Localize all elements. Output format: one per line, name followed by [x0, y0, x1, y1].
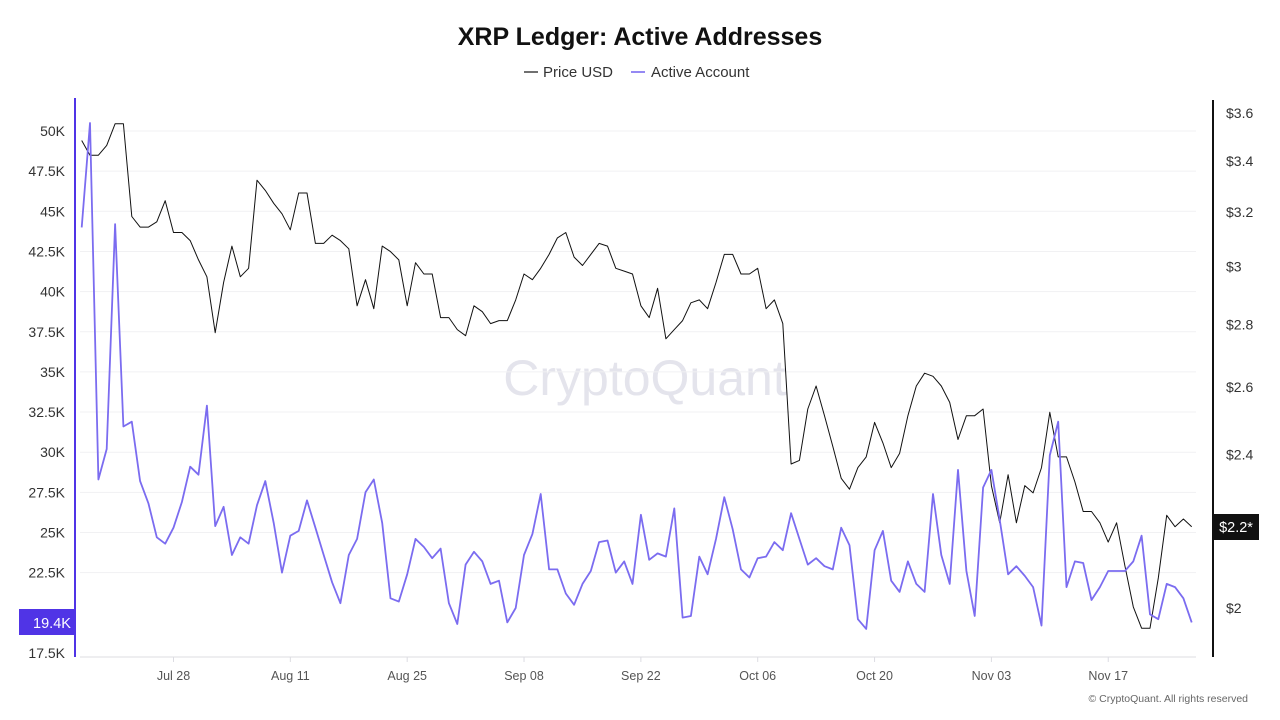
left-current-label: 19.4K: [19, 609, 75, 635]
left-tick-label: 30K: [40, 444, 66, 460]
legend: Price USD Active Account: [524, 64, 750, 81]
right-current-label-text: $2.2*: [1219, 520, 1253, 536]
left-axis: 50K 47.5K 45K 42.5K 40K 37.5K 35K 32.5K 30K 27.5K…: [28, 98, 76, 661]
right-tick-label: $3.6: [1226, 105, 1253, 121]
right-tick-label: $2.6: [1226, 379, 1253, 395]
left-tick-label: 45K: [40, 203, 66, 219]
x-tick-label: Nov 17: [1088, 669, 1128, 683]
right-tick-label: $3.4: [1226, 153, 1253, 169]
right-current-label-box: [1214, 514, 1259, 540]
legend-item-price[interactable]: Price USD: [524, 64, 613, 81]
right-tick-label: $3: [1226, 259, 1242, 275]
chart-title: XRP Ledger: Active Addresses: [458, 23, 823, 51]
right-tick-label: $2: [1226, 600, 1242, 616]
series-active-account: [80, 122, 1193, 630]
left-tick-label: 17.5K: [28, 645, 65, 661]
x-tick-label: Aug 11: [271, 669, 310, 683]
copyright-footer: © CryptoQuant. All rights reserved: [1089, 693, 1249, 705]
left-tick-label: 25K: [40, 525, 66, 541]
left-tick-label: 47.5K: [28, 163, 65, 179]
left-current-label-box: [19, 609, 75, 635]
left-tick-label: 22.5K: [28, 565, 65, 581]
left-tick-label: 32.5K: [28, 404, 65, 420]
left-tick-label: 35K: [40, 364, 66, 380]
left-tick-label: 50K: [40, 123, 66, 139]
right-axis: $3.6 $3.4 $3.2 $3 $2.8 $2.6 $2.4 $2: [1212, 100, 1253, 657]
x-tick-label: Aug 25: [387, 669, 427, 683]
left-current-label-text: 19.4K: [33, 616, 71, 632]
legend-item-active[interactable]: Active Account: [631, 64, 750, 81]
x-tick-label: Jul 28: [157, 669, 190, 683]
legend-label-active: Active Account: [651, 64, 750, 81]
left-tick-label: 27.5K: [28, 484, 65, 500]
right-tick-label: $2.4: [1226, 446, 1253, 462]
legend-label-price: Price USD: [543, 64, 613, 81]
left-tick-label: 37.5K: [28, 324, 65, 340]
series-line: [80, 122, 1193, 630]
series-line: [81, 123, 1193, 629]
right-current-label: $2.2*: [1214, 514, 1259, 540]
x-tick-label: Nov 03: [972, 669, 1012, 683]
left-tick-label: 42.5K: [28, 243, 65, 259]
x-tick-label: Oct 20: [856, 669, 893, 683]
x-axis: Jul 28 Aug 11 Aug 25 Sep 08 Sep 22 Oct 06 Oct …: [80, 656, 1196, 683]
series-price-usd: [81, 123, 1193, 629]
x-tick-label: Oct 06: [739, 669, 776, 683]
x-tick-label: Sep 08: [504, 669, 544, 683]
series-lines: [80, 122, 1193, 630]
left-tick-label: 40K: [40, 284, 66, 300]
right-tick-label: $3.2: [1226, 204, 1253, 220]
x-tick-label: Sep 22: [621, 669, 661, 683]
watermark: CryptoQuant: [503, 350, 787, 406]
right-tick-label: $2.8: [1226, 317, 1253, 333]
